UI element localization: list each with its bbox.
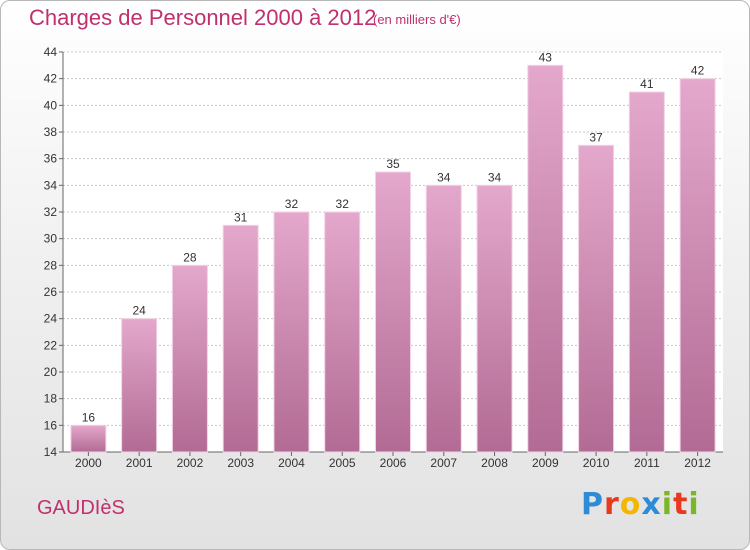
y-tick-label: 32	[44, 205, 58, 219]
y-tick-label: 38	[44, 125, 58, 139]
bar-value-label: 42	[691, 64, 705, 78]
y-tick-label: 24	[44, 312, 58, 326]
y-tick-label: 18	[44, 392, 58, 406]
logo-letter: o	[619, 487, 642, 522]
bar	[171, 264, 208, 453]
y-tick-label: 22	[44, 338, 58, 352]
bar	[273, 211, 310, 453]
logo-letter: i	[688, 487, 700, 522]
bar	[425, 184, 462, 453]
x-tick-label: 2008	[481, 456, 508, 470]
proxiti-logo: Proxiti	[581, 487, 700, 523]
bar-value-label: 34	[437, 170, 451, 184]
x-tick-label: 2010	[583, 456, 610, 470]
y-tick-label: 34	[44, 178, 58, 192]
y-tick-label: 40	[44, 98, 58, 112]
bar-value-label: 32	[285, 197, 299, 211]
bar-value-label: 41	[640, 77, 654, 91]
bar-value-label: 32	[336, 197, 350, 211]
x-tick-label: 2003	[227, 456, 254, 470]
y-tick-label: 20	[44, 365, 58, 379]
x-tick-label: 2002	[177, 456, 204, 470]
bar	[324, 211, 361, 453]
bar	[628, 91, 665, 453]
bar	[527, 64, 564, 453]
x-tick-label: 2009	[532, 456, 559, 470]
bar-value-label: 37	[589, 130, 603, 144]
bar	[375, 171, 411, 453]
bar-value-label: 43	[539, 50, 553, 64]
y-tick-label: 16	[44, 418, 58, 432]
bar	[679, 78, 716, 453]
y-tick-label: 42	[44, 72, 58, 86]
x-tick-label: 2007	[430, 456, 457, 470]
x-tick-label: 2004	[278, 456, 305, 470]
y-tick-label: 26	[44, 285, 58, 299]
logo-letter: i	[661, 487, 674, 522]
bar-value-label: 35	[386, 157, 400, 171]
logo-letter: r	[604, 487, 620, 522]
bar	[70, 424, 107, 453]
y-tick-label: 30	[44, 232, 58, 246]
bar-value-label: 16	[82, 410, 96, 424]
bar	[222, 224, 259, 453]
chart-subtitle: (en milliers d'€)	[373, 12, 461, 27]
x-tick-label: 2001	[126, 456, 153, 470]
x-tick-label: 2006	[380, 456, 407, 470]
logo-letter: t	[673, 487, 689, 522]
bar-value-label: 24	[132, 304, 146, 318]
bar	[578, 144, 615, 453]
bar	[476, 184, 513, 453]
logo-letter: P	[581, 487, 604, 522]
bar-value-label: 31	[234, 210, 248, 224]
y-tick-label: 36	[44, 152, 58, 166]
chart-title: Charges de Personnel 2000 à 2012	[29, 5, 377, 30]
bar-value-label: 34	[488, 170, 502, 184]
y-tick-label: 28	[44, 258, 58, 272]
x-tick-label: 2000	[75, 456, 102, 470]
logo-letter: x	[641, 487, 662, 522]
place-name: GAUDIèS	[37, 497, 125, 519]
x-tick-label: 2005	[329, 456, 356, 470]
bar-value-label: 28	[183, 250, 197, 264]
x-tick-label: 2012	[684, 456, 711, 470]
y-tick-label: 14	[44, 445, 58, 459]
y-tick-label: 44	[44, 45, 58, 59]
bar	[121, 318, 158, 453]
x-tick-label: 2011	[634, 456, 660, 470]
